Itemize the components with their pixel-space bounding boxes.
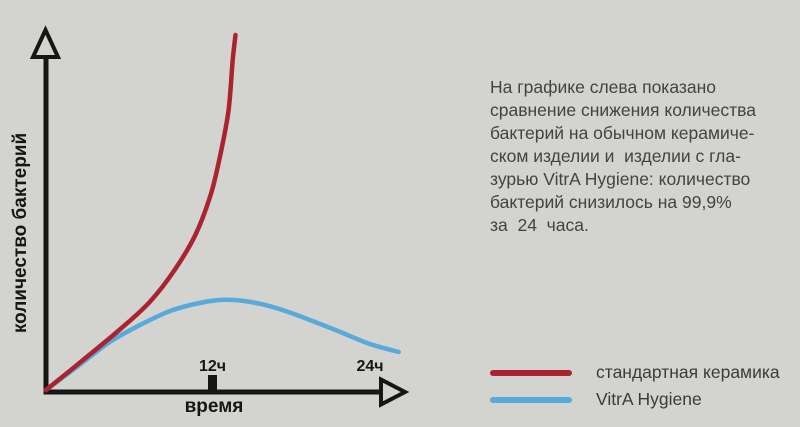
curve-hygiene: [43, 297, 401, 393]
x-axis-arrow-icon: [379, 376, 410, 408]
y-axis-label: количество бактерий: [10, 133, 31, 333]
bacteria-time-chart: 12ч 24ч время количество бактерий: [10, 25, 410, 417]
description-text: На графике слева показано сравнение сниж…: [490, 76, 756, 237]
legend-swatch-hygiene: [490, 396, 572, 403]
curve-standard: [43, 32, 238, 393]
legend-item-standard: стандартная керамика: [490, 359, 780, 386]
y-axis-arrow-icon: [29, 25, 62, 59]
legend-item-hygiene: VitrA Hygiene: [490, 386, 780, 413]
description-line: На графике слева показано: [490, 77, 717, 97]
tick-label-12h: 12ч: [199, 358, 226, 375]
tick-12h-mark: [208, 375, 217, 390]
description-line: бактерий на обычном керамиче-: [490, 123, 755, 143]
description-line: бактерий снизилось на 99,9%: [490, 192, 732, 212]
legend-label-hygiene: VitrA Hygiene: [596, 389, 702, 409]
description-line: за 24 часа.: [490, 215, 589, 235]
description-line: сравнение снижения количества: [490, 100, 756, 120]
legend-swatch-standard: [490, 369, 572, 376]
legend-label-standard: стандартная керамика: [596, 362, 780, 382]
x-axis-label: время: [185, 396, 244, 417]
legend: стандартная керамика VitrA Hygiene: [490, 359, 780, 413]
description-line: зурью VitrA Hygiene: количество: [490, 169, 751, 189]
description-line: ском изделии и изделии с гла-: [490, 146, 741, 166]
tick-label-24h: 24ч: [356, 358, 383, 375]
